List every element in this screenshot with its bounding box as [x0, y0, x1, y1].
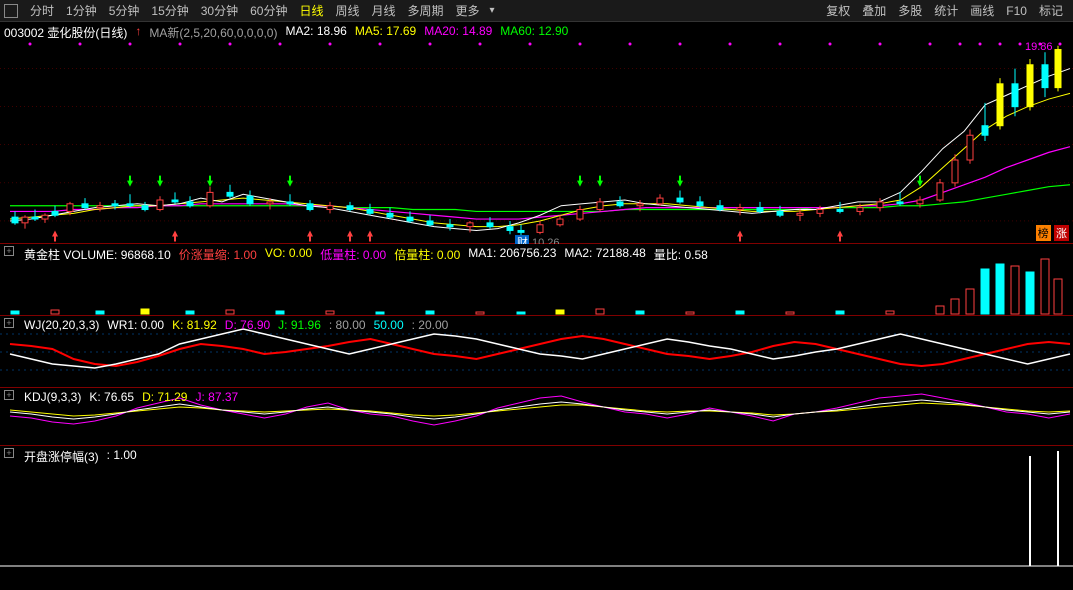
kdjd-value: 71.29 — [157, 390, 187, 404]
ma2-label: MA2: — [285, 24, 313, 38]
ma5-value: 17.69 — [386, 24, 416, 38]
toolbar-left: 分时1分钟5分钟15分钟30分钟60分钟日线周线月线多周期更多 ▾ — [4, 2, 820, 19]
stock-code-label: 003002 壶化股份(日线) — [4, 24, 127, 41]
up-arrow-icon: ↑ — [135, 24, 141, 41]
kdjj-value: 87.37 — [208, 390, 238, 404]
tool-多股[interactable]: 多股 — [892, 2, 928, 20]
svg-text:10.26: 10.26 — [532, 237, 560, 244]
tool-统计[interactable]: 统计 — [928, 2, 964, 20]
wjk-value: 81.92 — [187, 318, 217, 332]
kdjd-label: D: — [142, 390, 154, 404]
kdjk-label: K: — [89, 390, 100, 404]
timeframe-更多[interactable]: 更多 — [450, 2, 486, 20]
wr1-value: 0.00 — [141, 318, 164, 332]
timeframe-30分钟[interactable]: 30分钟 — [195, 2, 244, 20]
tool-画线[interactable]: 画线 — [964, 2, 1000, 20]
tool-标记[interactable]: 标记 — [1033, 2, 1069, 20]
ma2-value: 18.96 — [317, 24, 347, 38]
timeframe-周线[interactable]: 周线 — [329, 2, 365, 20]
expand-icon[interactable]: + — [4, 318, 14, 328]
ma5-label: MA5: — [355, 24, 383, 38]
lb-label: 量比: — [654, 248, 681, 262]
dlz-value: 0.00 — [363, 248, 386, 262]
open-value: : 1.00 — [107, 448, 137, 465]
vo-label: VO: — [265, 246, 286, 260]
svg-text:19.86: 19.86 — [1025, 41, 1053, 53]
toolbar-right: 复权叠加多股统计画线F10标记 — [820, 2, 1069, 19]
timeframe-toolbar: 分时1分钟5分钟15分钟30分钟60分钟日线周线月线多周期更多 ▾ 复权叠加多股… — [0, 0, 1073, 22]
ma60-value: 12.90 — [538, 24, 568, 38]
lb-value: 0.58 — [684, 248, 707, 262]
dlz-label: 低量柱: — [320, 248, 359, 262]
timeframe-多周期[interactable]: 多周期 — [402, 2, 450, 20]
badge-bang[interactable]: 榜 — [1036, 225, 1051, 241]
main-chart-svg[interactable]: 19.86 财 10.26 — [0, 22, 1073, 244]
expand-icon[interactable]: + — [4, 448, 14, 458]
wj-80: : 80.00 — [329, 318, 366, 332]
expand-icon[interactable]: + — [4, 246, 14, 256]
open-label: 开盘涨停幅(3) — [24, 448, 99, 465]
main-kline-panel: 003002 壶化股份(日线) ↑ MA新(2,5,20,60,0,0,0,0)… — [0, 22, 1073, 244]
vma2-value: 72188.48 — [596, 246, 646, 260]
open-panel: + 开盘涨停幅(3) : 1.00 — [0, 446, 1073, 568]
volume-panel: + 黄金柱 VOLUME: 96868.10 价涨量缩: 1.00 VO: 0.… — [0, 244, 1073, 316]
open-header: + 开盘涨停幅(3) : 1.00 — [4, 448, 1069, 465]
timeframe-日线[interactable]: 日线 — [293, 2, 329, 20]
main-header: 003002 壶化股份(日线) ↑ MA新(2,5,20,60,0,0,0,0)… — [4, 24, 1069, 41]
wjj-label: J: — [278, 318, 287, 332]
wr1-label: WR1: — [107, 318, 137, 332]
app-icon — [4, 4, 18, 18]
vo-value: 0.00 — [289, 246, 312, 260]
jzls-label: 价涨量缩: — [179, 248, 230, 262]
kdjk-value: 76.65 — [104, 390, 134, 404]
timeframe-1分钟[interactable]: 1分钟 — [60, 2, 103, 20]
vma1-value: 206756.23 — [500, 246, 557, 260]
tool-F10[interactable]: F10 — [1000, 2, 1033, 20]
timeframe-月线[interactable]: 月线 — [366, 2, 402, 20]
wjk-label: K: — [172, 318, 183, 332]
wj-20: : 20.00 — [412, 318, 449, 332]
wj-label: WJ(20,20,3,3) — [24, 318, 99, 332]
wj-panel: + WJ(20,20,3,3) WR1: 0.00 K: 81.92 D: 76… — [0, 316, 1073, 388]
expand-icon[interactable]: + — [4, 390, 14, 400]
wjj-value: 91.96 — [291, 318, 321, 332]
corner-badges: 榜 涨 — [1036, 225, 1069, 241]
tool-叠加[interactable]: 叠加 — [856, 2, 892, 20]
kdjj-label: J: — [195, 390, 204, 404]
timeframe-60分钟[interactable]: 60分钟 — [244, 2, 293, 20]
jzls-value: 1.00 — [233, 248, 256, 262]
kdj-panel: + KDJ(9,3,3) K: 76.65 D: 71.29 J: 87.37 — [0, 388, 1073, 446]
vol-header: + 黄金柱 VOLUME: 96868.10 价涨量缩: 1.00 VO: 0.… — [4, 246, 1069, 263]
vma1-label: MA1: — [468, 246, 496, 260]
wj-50: 50.00 — [374, 318, 404, 332]
vol-label: 黄金柱 VOLUME: — [24, 248, 117, 262]
chevron-down-icon: ▾ — [490, 5, 495, 16]
ma-config-label: MA新(2,5,20,60,0,0,0,0) — [149, 24, 277, 41]
ma60-label: MA60: — [500, 24, 535, 38]
timeframe-5分钟[interactable]: 5分钟 — [103, 2, 146, 20]
wj-header: + WJ(20,20,3,3) WR1: 0.00 K: 81.92 D: 76… — [4, 318, 1069, 332]
vol-value: 96868.10 — [121, 248, 171, 262]
kdj-header: + KDJ(9,3,3) K: 76.65 D: 71.29 J: 87.37 — [4, 390, 1069, 404]
svg-text:财: 财 — [517, 235, 528, 244]
vma2-label: MA2: — [564, 246, 592, 260]
timeframe-15分钟[interactable]: 15分钟 — [145, 2, 194, 20]
blz-value: 0.00 — [437, 248, 460, 262]
wjd-value: 76.90 — [240, 318, 270, 332]
timeframe-分时[interactable]: 分时 — [24, 2, 60, 20]
tool-复权[interactable]: 复权 — [820, 2, 856, 20]
badge-zhang[interactable]: 涨 — [1054, 225, 1069, 241]
wjd-label: D: — [225, 318, 237, 332]
kdj-label: KDJ(9,3,3) — [24, 390, 81, 404]
ma20-label: MA20: — [424, 24, 459, 38]
blz-label: 倍量柱: — [394, 248, 433, 262]
ma20-value: 14.89 — [462, 24, 492, 38]
